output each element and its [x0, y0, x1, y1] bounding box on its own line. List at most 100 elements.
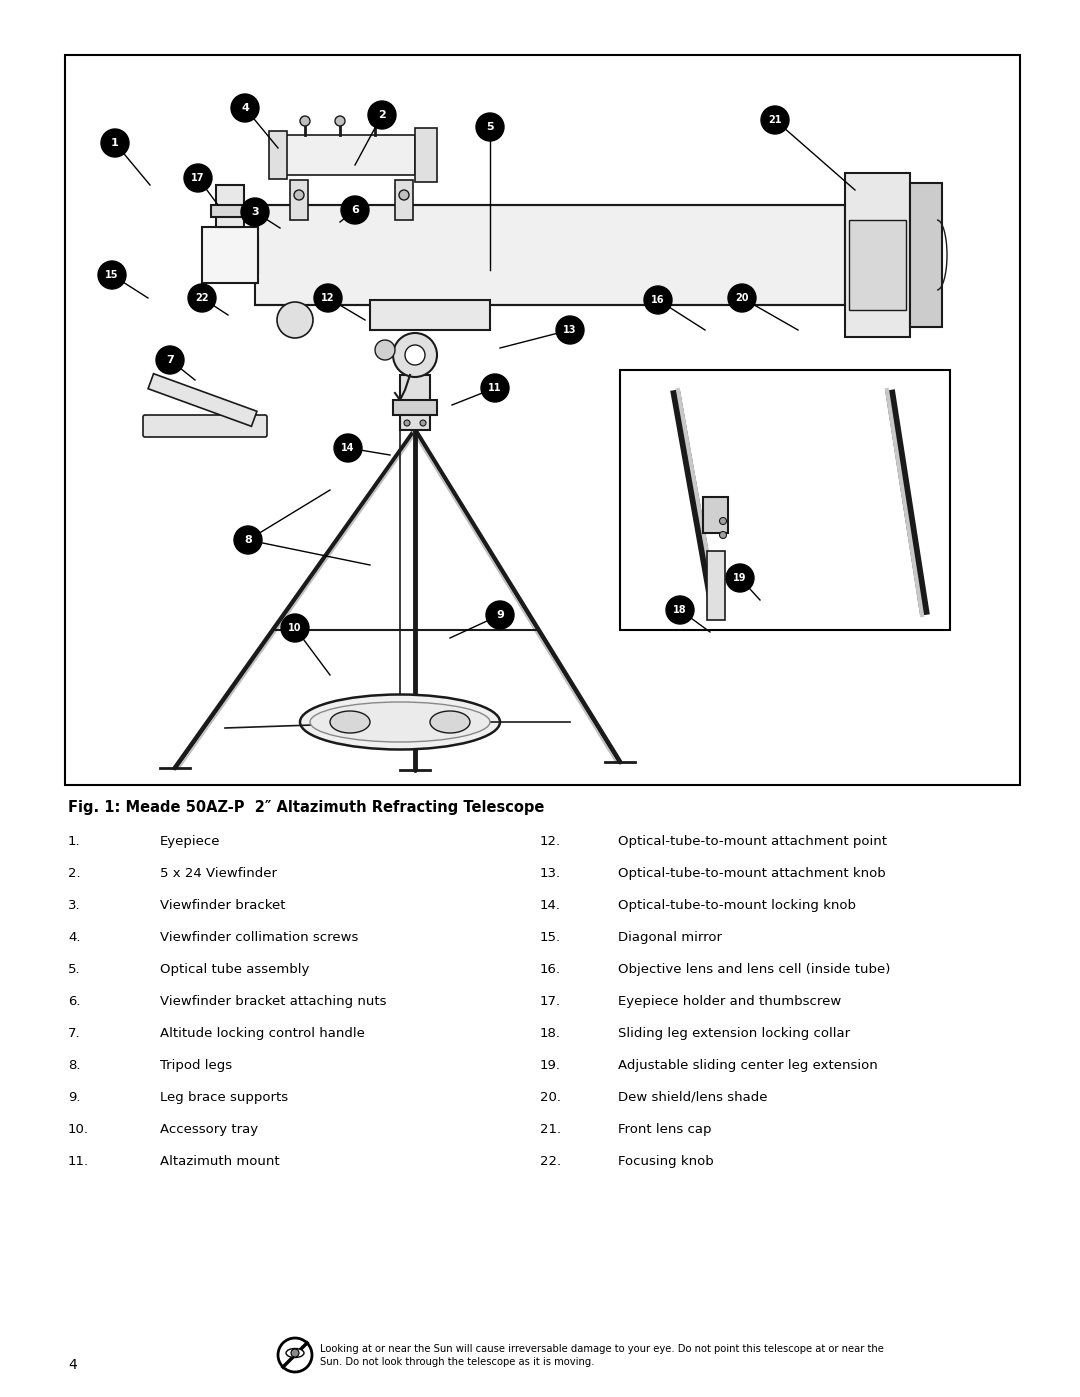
- Text: 17.: 17.: [540, 995, 562, 1009]
- Circle shape: [102, 129, 129, 156]
- Text: Fig. 1: Meade 50AZ-P  2″ Altazimuth Refracting Telescope: Fig. 1: Meade 50AZ-P 2″ Altazimuth Refra…: [68, 800, 544, 814]
- Circle shape: [719, 517, 727, 524]
- Circle shape: [278, 1338, 312, 1372]
- Bar: [849, 219, 906, 310]
- Text: 5.: 5.: [68, 963, 81, 977]
- Circle shape: [156, 346, 184, 374]
- Text: 19: 19: [733, 573, 746, 583]
- Circle shape: [281, 615, 309, 643]
- Text: 6.: 6.: [68, 995, 81, 1009]
- Circle shape: [276, 302, 313, 338]
- Bar: [269, 131, 287, 179]
- Text: 12: 12: [321, 293, 335, 303]
- Text: 22: 22: [195, 293, 208, 303]
- Text: Altitude locking control handle: Altitude locking control handle: [160, 1027, 365, 1039]
- Ellipse shape: [310, 703, 490, 742]
- Bar: [285, 136, 415, 175]
- Text: 22.: 22.: [540, 1155, 562, 1168]
- Text: 16.: 16.: [540, 963, 561, 977]
- Bar: [211, 205, 249, 217]
- Text: Looking at or near the Sun will cause irreversable damage to your eye. Do not po: Looking at or near the Sun will cause ir…: [320, 1344, 883, 1368]
- Circle shape: [291, 1350, 299, 1356]
- Text: Accessory tray: Accessory tray: [160, 1123, 258, 1136]
- Circle shape: [341, 196, 369, 224]
- Circle shape: [294, 190, 303, 200]
- Text: Front lens cap: Front lens cap: [618, 1123, 712, 1136]
- Text: 2.: 2.: [68, 868, 81, 880]
- Circle shape: [335, 116, 345, 126]
- Text: 8.: 8.: [68, 1059, 81, 1071]
- Circle shape: [726, 564, 754, 592]
- Circle shape: [399, 190, 409, 200]
- Text: 1: 1: [111, 138, 119, 148]
- Bar: [910, 183, 942, 327]
- Text: Adjustable sliding center leg extension: Adjustable sliding center leg extension: [618, 1059, 878, 1071]
- Ellipse shape: [330, 711, 370, 733]
- Ellipse shape: [300, 694, 500, 750]
- Text: 7: 7: [166, 355, 174, 365]
- Text: 17: 17: [191, 173, 205, 183]
- Text: Optical tube assembly: Optical tube assembly: [160, 963, 309, 977]
- Text: Focusing knob: Focusing knob: [618, 1155, 714, 1168]
- Circle shape: [300, 116, 310, 126]
- Text: Objective lens and lens cell (inside tube): Objective lens and lens cell (inside tub…: [618, 963, 890, 977]
- Circle shape: [476, 113, 504, 141]
- Text: Eyepiece: Eyepiece: [160, 835, 220, 848]
- Text: 9: 9: [496, 610, 504, 620]
- Circle shape: [184, 163, 212, 191]
- Text: Altazimuth mount: Altazimuth mount: [160, 1155, 280, 1168]
- Text: Leg brace supports: Leg brace supports: [160, 1091, 288, 1104]
- Circle shape: [719, 531, 727, 538]
- Circle shape: [761, 106, 789, 134]
- Text: Viewfinder collimation screws: Viewfinder collimation screws: [160, 930, 359, 944]
- Bar: [393, 400, 437, 415]
- Bar: [620, 370, 950, 630]
- Bar: [255, 237, 258, 272]
- Circle shape: [375, 339, 395, 360]
- Text: 2: 2: [378, 110, 386, 120]
- Text: 8: 8: [244, 535, 252, 545]
- Bar: [703, 497, 728, 534]
- Text: 14.: 14.: [540, 900, 561, 912]
- Bar: [216, 184, 244, 226]
- Text: 12.: 12.: [540, 835, 562, 848]
- Text: 9.: 9.: [68, 1091, 81, 1104]
- Circle shape: [481, 374, 509, 402]
- Circle shape: [314, 284, 342, 312]
- Circle shape: [644, 286, 672, 314]
- Circle shape: [234, 527, 262, 555]
- Circle shape: [393, 332, 437, 377]
- Bar: [845, 173, 910, 337]
- Circle shape: [404, 420, 410, 426]
- Text: 18.: 18.: [540, 1027, 561, 1039]
- Circle shape: [666, 597, 694, 624]
- Bar: [148, 373, 257, 426]
- Text: 4.: 4.: [68, 930, 81, 944]
- Text: Viewfinder bracket attaching nuts: Viewfinder bracket attaching nuts: [160, 995, 387, 1009]
- Circle shape: [98, 261, 126, 289]
- Text: Tripod legs: Tripod legs: [160, 1059, 232, 1071]
- Bar: [65, 54, 1020, 785]
- Circle shape: [368, 101, 396, 129]
- Text: 6: 6: [351, 205, 359, 215]
- Bar: [415, 129, 437, 182]
- Text: 4: 4: [241, 103, 248, 113]
- Text: 3: 3: [252, 207, 259, 217]
- Bar: [400, 374, 430, 430]
- Circle shape: [241, 198, 269, 226]
- Text: 19.: 19.: [540, 1059, 561, 1071]
- Text: 7.: 7.: [68, 1027, 81, 1039]
- Text: 18: 18: [673, 605, 687, 615]
- Text: 20.: 20.: [540, 1091, 561, 1104]
- Text: Viewfinder bracket: Viewfinder bracket: [160, 900, 285, 912]
- Text: 13: 13: [564, 326, 577, 335]
- Bar: [202, 226, 258, 284]
- Text: 5: 5: [486, 122, 494, 131]
- Circle shape: [420, 420, 426, 426]
- Circle shape: [486, 601, 514, 629]
- Text: Diagonal mirror: Diagonal mirror: [618, 930, 723, 944]
- Text: 10: 10: [288, 623, 301, 633]
- Text: 15.: 15.: [540, 930, 562, 944]
- Circle shape: [231, 94, 259, 122]
- Circle shape: [556, 316, 584, 344]
